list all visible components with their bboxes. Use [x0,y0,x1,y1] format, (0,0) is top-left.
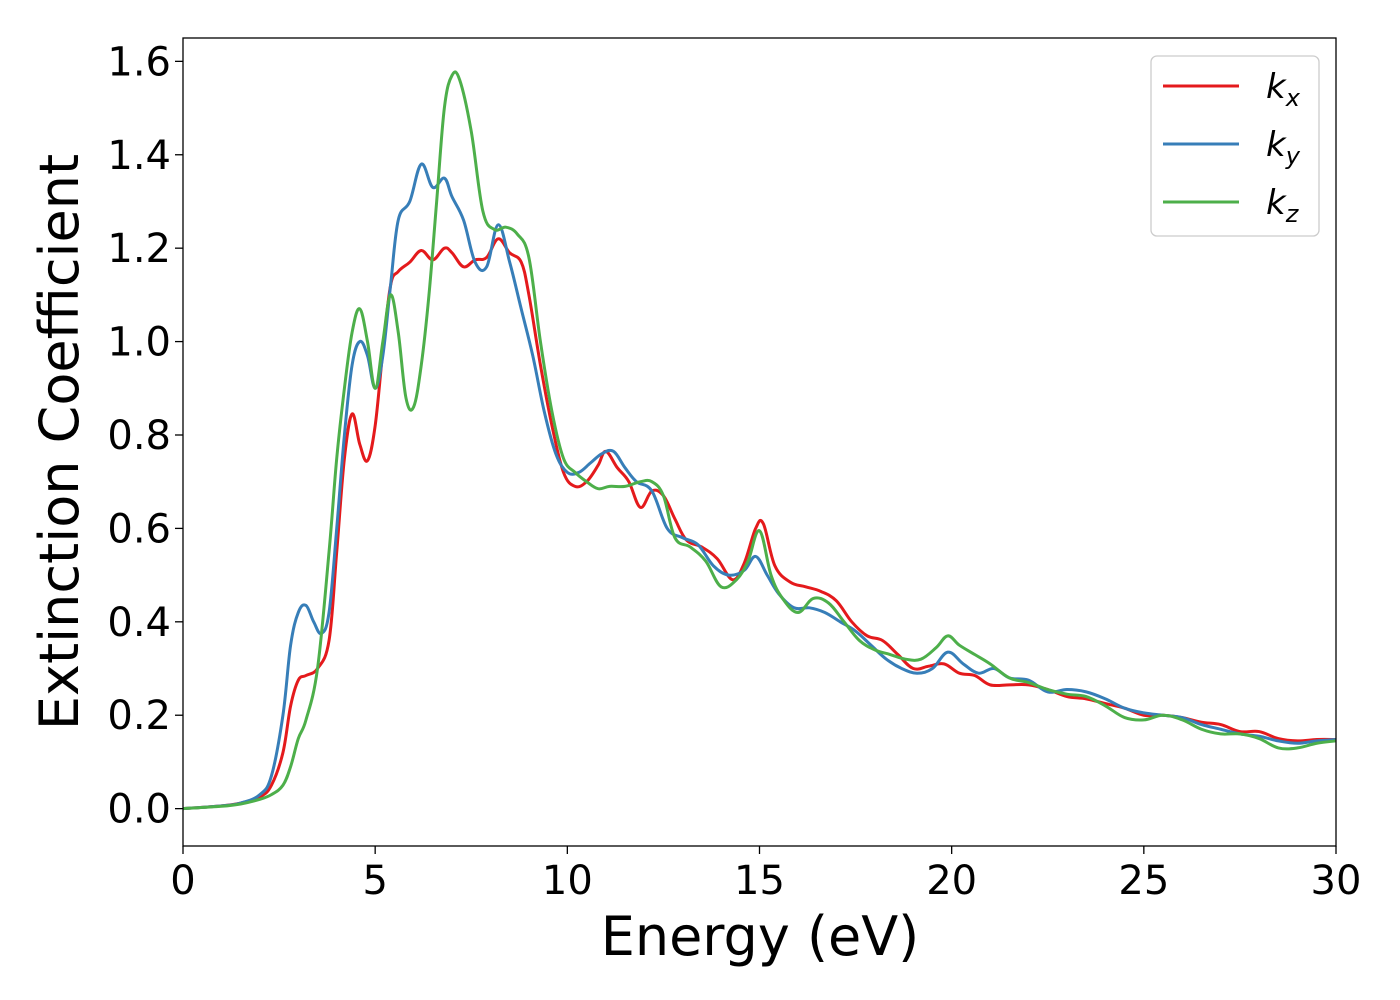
series-line-kz [183,70,1336,811]
y-tick-label: 1.4 [107,133,171,179]
y-tick-label: 0.2 [107,693,171,739]
x-tick-label: 5 [362,858,387,904]
y-tick-label: 1.6 [107,39,171,85]
series-line-ky [183,162,1336,811]
y-tick-label: 0.0 [107,787,171,833]
x-axis-label: Energy (eV) [601,905,920,968]
y-axis-label: Extinction Coefficient [28,154,91,730]
x-tick-label: 0 [170,858,195,904]
axes-layer: 0 5 10 15 20 25 30 0.0 0.2 0.4 0.6 0.8 1.0 1.2 1.4 1.6 [107,37,1362,904]
x-tick-label: 15 [734,858,785,904]
legend-label-kx: kx [1266,67,1301,112]
series-layer [183,70,1336,811]
legend-label-kz: kz [1266,183,1300,228]
y-tick-label: 0.8 [107,413,171,459]
legend-label-ky: ky [1266,125,1301,170]
y-tick-label: 0.6 [107,506,171,552]
y-tick-label: 0.4 [107,600,171,646]
series-line-kx [183,237,1336,811]
x-tick-label: 30 [1311,858,1362,904]
x-tick-label: 20 [926,858,977,904]
y-tick-label: 1.2 [107,226,171,272]
legend-box [1150,55,1320,237]
y-tick-label: 1.0 [107,320,171,366]
x-tick-label: 10 [542,858,593,904]
legend: kx ky kz [1150,55,1320,237]
x-tick-label: 25 [1118,858,1169,904]
